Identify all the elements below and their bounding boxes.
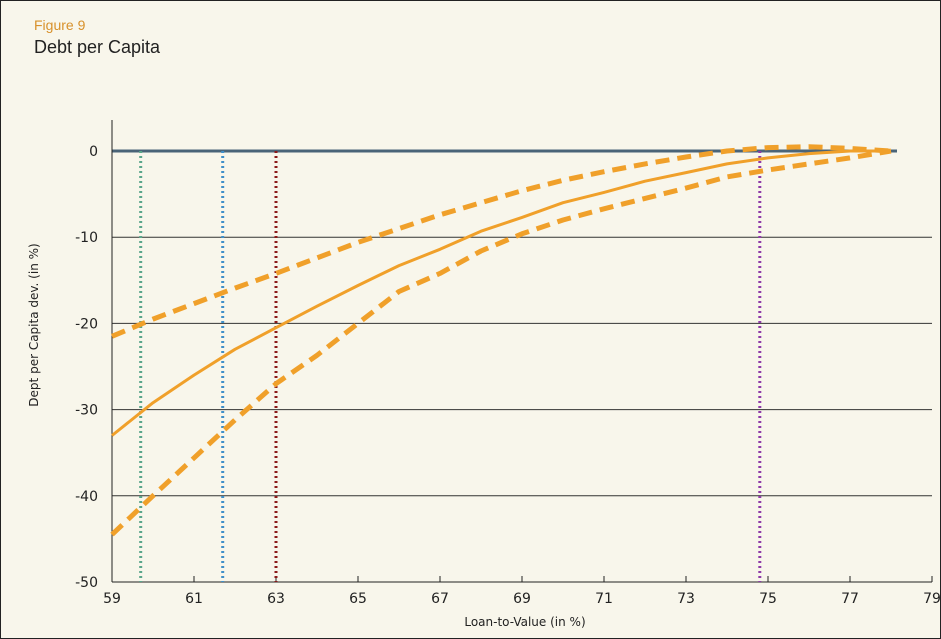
y-tick-label: -50 <box>75 575 98 591</box>
x-tick-label: 65 <box>349 591 367 607</box>
x-tick-label: 75 <box>759 591 777 607</box>
y-tick-label: -40 <box>75 489 98 505</box>
x-tick-label: 63 <box>267 591 285 607</box>
figure-title: Debt per Capita <box>34 37 161 57</box>
x-axis-title: Loan-to-Value (in %) <box>464 615 585 629</box>
gridlines <box>112 149 932 497</box>
x-tick-label: 71 <box>595 591 613 607</box>
y-tick-label: -10 <box>75 230 98 246</box>
reference-lines <box>139 151 762 582</box>
x-tick-label: 61 <box>185 591 203 607</box>
y-axis-title: Dept per Capita dev. (in %) <box>27 243 41 406</box>
y-tick-label: -20 <box>75 316 98 332</box>
series-lines <box>110 144 892 537</box>
x-tick-label: 77 <box>841 591 859 607</box>
axes: 0 -10 -20 -30 -40 -50 59 61 63 65 67 69 71 73 75 77 79 <box>75 120 941 607</box>
y-tick-label: -30 <box>75 403 98 419</box>
x-tick-label: 67 <box>431 591 449 607</box>
x-tick-label: 59 <box>103 591 121 607</box>
y-tick-label: 0 <box>89 144 98 160</box>
x-tick-label: 69 <box>513 591 531 607</box>
x-tick-label: 73 <box>677 591 695 607</box>
confidence-band-line <box>111 144 892 339</box>
central-estimate-line <box>111 149 891 437</box>
figure-label: Figure 9 <box>34 17 86 33</box>
x-tick-label: 79 <box>923 591 941 607</box>
confidence-band-line <box>110 148 892 537</box>
axis-labels: Loan-to-Value (in %) Dept per Capita dev… <box>27 243 586 629</box>
